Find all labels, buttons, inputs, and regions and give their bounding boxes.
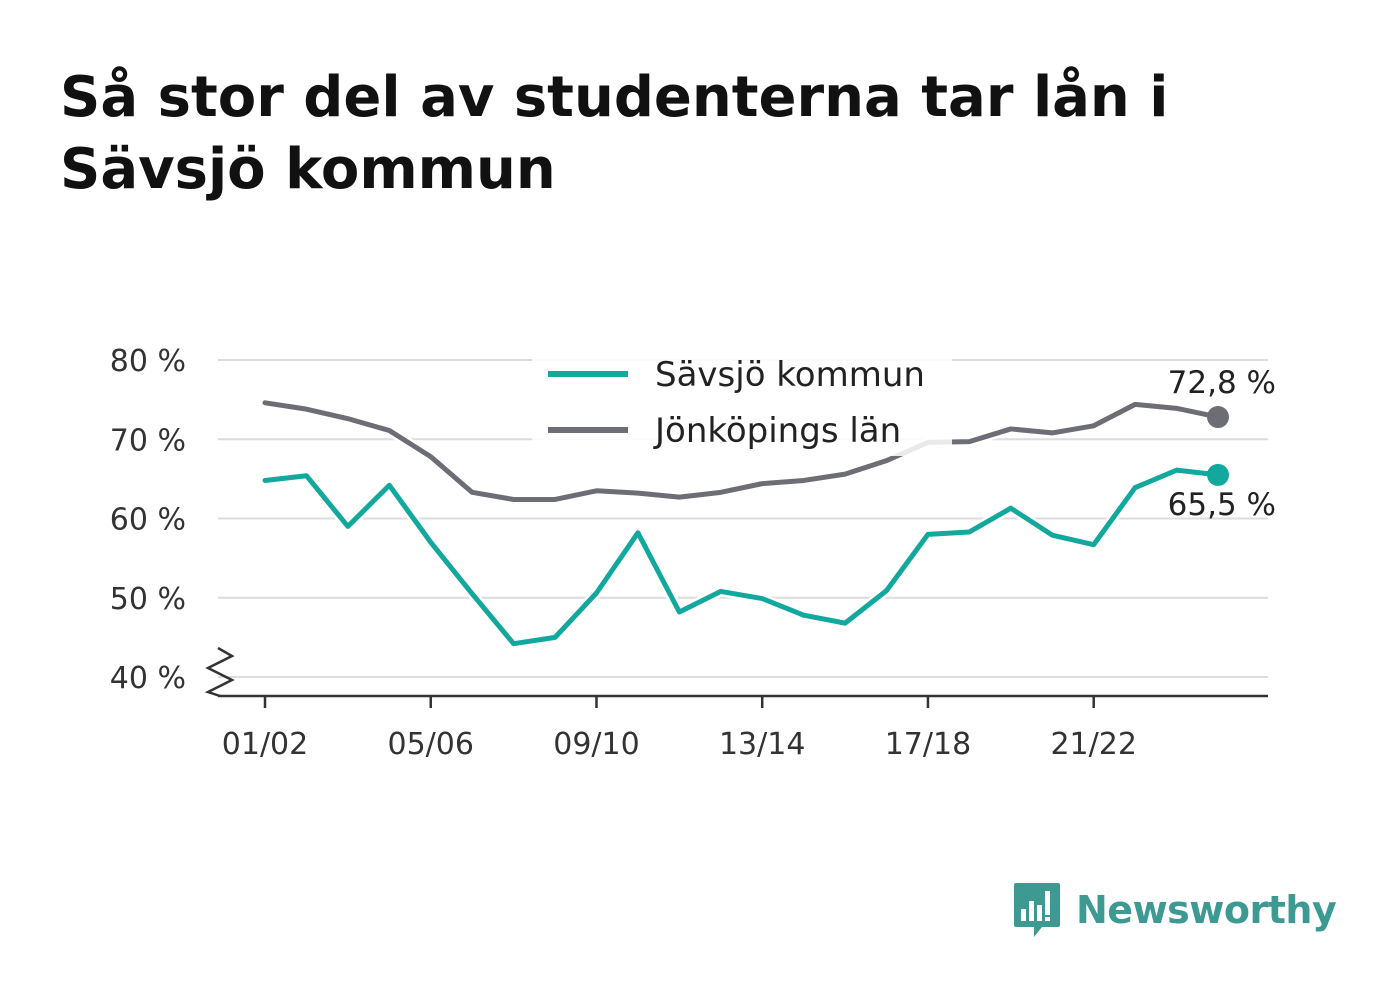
newsworthy-logo: Newsworthy (1012, 880, 1337, 940)
chart-title: Så stor del av studenterna tar lån i Säv… (60, 65, 1169, 202)
end-labels: 72,8 % 65,5 % (1168, 365, 1276, 523)
y-tick-label: 50 % (110, 582, 186, 617)
end-label: 65,5 % (1168, 487, 1276, 523)
series-end-marker (1207, 406, 1229, 429)
series-end-marker (1207, 463, 1229, 486)
x-tick-label: 21/22 (1050, 727, 1136, 762)
x-tick-label: 13/14 (719, 727, 805, 762)
y-axis-ticks: 40 % 50 % 60 % 70 % 80 % (110, 344, 186, 696)
series-lines (260, 397, 1229, 649)
y-tick-label: 40 % (110, 661, 186, 696)
axis-break-marker (204, 646, 235, 698)
series-line-halo (260, 465, 1223, 649)
x-tick-label: 05/06 (388, 727, 474, 762)
brand-name: Newsworthy (1076, 888, 1337, 932)
x-tick-label: 01/02 (222, 727, 308, 762)
x-axis: 01/02 05/06 09/10 13/14 17/18 21/22 (204, 646, 1268, 762)
legend: Sävsjö kommun Jönköpings län (532, 352, 952, 456)
y-tick-label: 70 % (110, 423, 186, 458)
x-tick-label: 17/18 (885, 727, 971, 762)
legend-background (532, 352, 952, 456)
bar-chart-speech-bubble-icon (1014, 883, 1060, 937)
grid-lines (218, 359, 1268, 678)
end-label: 72,8 % (1168, 365, 1276, 401)
y-tick-label: 60 % (110, 503, 186, 538)
legend-label: Jönköpings län (653, 411, 901, 451)
y-tick-label: 80 % (110, 344, 186, 379)
legend-label: Sävsjö kommun (655, 355, 925, 395)
series-line (262, 467, 1221, 647)
series-line (262, 400, 1221, 502)
x-tick-label: 09/10 (553, 727, 639, 762)
